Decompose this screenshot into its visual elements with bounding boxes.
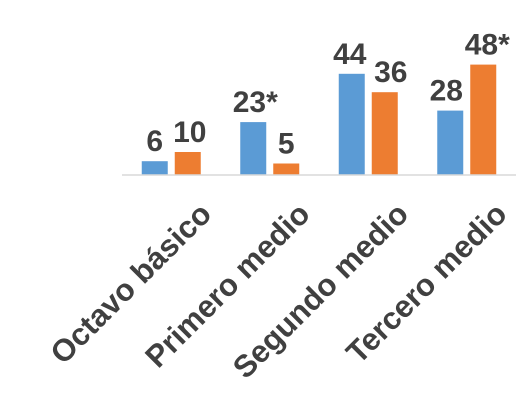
bar-series2-2 bbox=[273, 163, 300, 175]
data-label-series1-2: 23* bbox=[233, 86, 278, 119]
data-label-series1-1: 6 bbox=[146, 125, 163, 158]
data-label-series1-3: 44 bbox=[333, 38, 367, 71]
bar-series1-4 bbox=[437, 110, 464, 175]
data-label-series2-2: 5 bbox=[278, 128, 295, 161]
bars-layer bbox=[141, 64, 497, 175]
bar-series2-1 bbox=[174, 152, 201, 175]
bar-series1-3 bbox=[338, 73, 365, 175]
bar-series1-1 bbox=[141, 161, 168, 175]
data-label-series2-1: 10 bbox=[173, 116, 206, 149]
bar-series1-2 bbox=[240, 122, 267, 175]
x-tick-label-2: Primero medio bbox=[138, 196, 316, 374]
bar-series2-4 bbox=[470, 64, 497, 175]
x-tick-label-3: Segundo medio bbox=[226, 196, 415, 385]
data-label-series2-3: 36 bbox=[374, 56, 407, 89]
data-label-series2-4: 48* bbox=[465, 29, 510, 62]
bar-series2-3 bbox=[371, 92, 398, 175]
data-label-series1-4: 28 bbox=[430, 75, 463, 108]
